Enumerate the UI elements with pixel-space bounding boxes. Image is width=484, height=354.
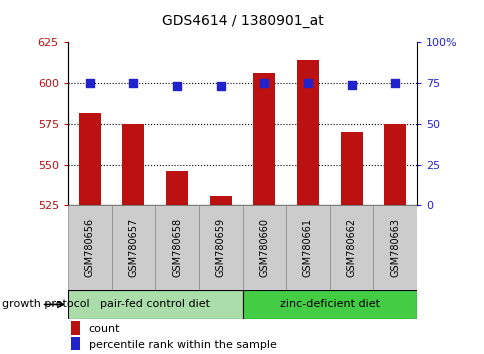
Bar [122,124,144,205]
Point [129,80,137,86]
Text: count: count [89,324,120,334]
Bar [68,205,111,290]
Bar [71,337,80,350]
Bar [286,205,329,290]
Bar [198,205,242,290]
Bar [111,205,155,290]
Bar [242,290,416,319]
Bar [78,113,101,205]
Bar [296,61,318,205]
Point [347,82,355,88]
Point [216,84,224,89]
Point [260,80,268,86]
Point [391,80,398,86]
Bar [166,171,188,205]
Text: GSM780663: GSM780663 [390,218,399,277]
Bar [71,321,80,335]
Bar [68,290,242,319]
Text: GSM780657: GSM780657 [128,218,138,278]
Bar [242,205,286,290]
Text: GSM780659: GSM780659 [215,218,225,278]
Bar [383,124,405,205]
Text: GSM780656: GSM780656 [85,218,94,278]
Bar [155,205,198,290]
Bar [253,73,275,205]
Point [173,84,181,89]
Text: growth protocol: growth protocol [2,299,90,309]
Text: GSM780661: GSM780661 [302,218,312,277]
Text: zinc-deficient diet: zinc-deficient diet [279,299,379,309]
Point [303,80,311,86]
Text: GSM780658: GSM780658 [172,218,182,278]
Text: GSM780660: GSM780660 [259,218,269,277]
Bar [209,195,231,205]
Bar [340,132,362,205]
Text: GSM780662: GSM780662 [346,218,356,278]
Text: pair-fed control diet: pair-fed control diet [100,299,210,309]
Bar [329,205,373,290]
Text: percentile rank within the sample: percentile rank within the sample [89,340,276,350]
Point [86,80,93,86]
Bar [373,205,416,290]
Text: GDS4614 / 1380901_at: GDS4614 / 1380901_at [161,14,323,28]
